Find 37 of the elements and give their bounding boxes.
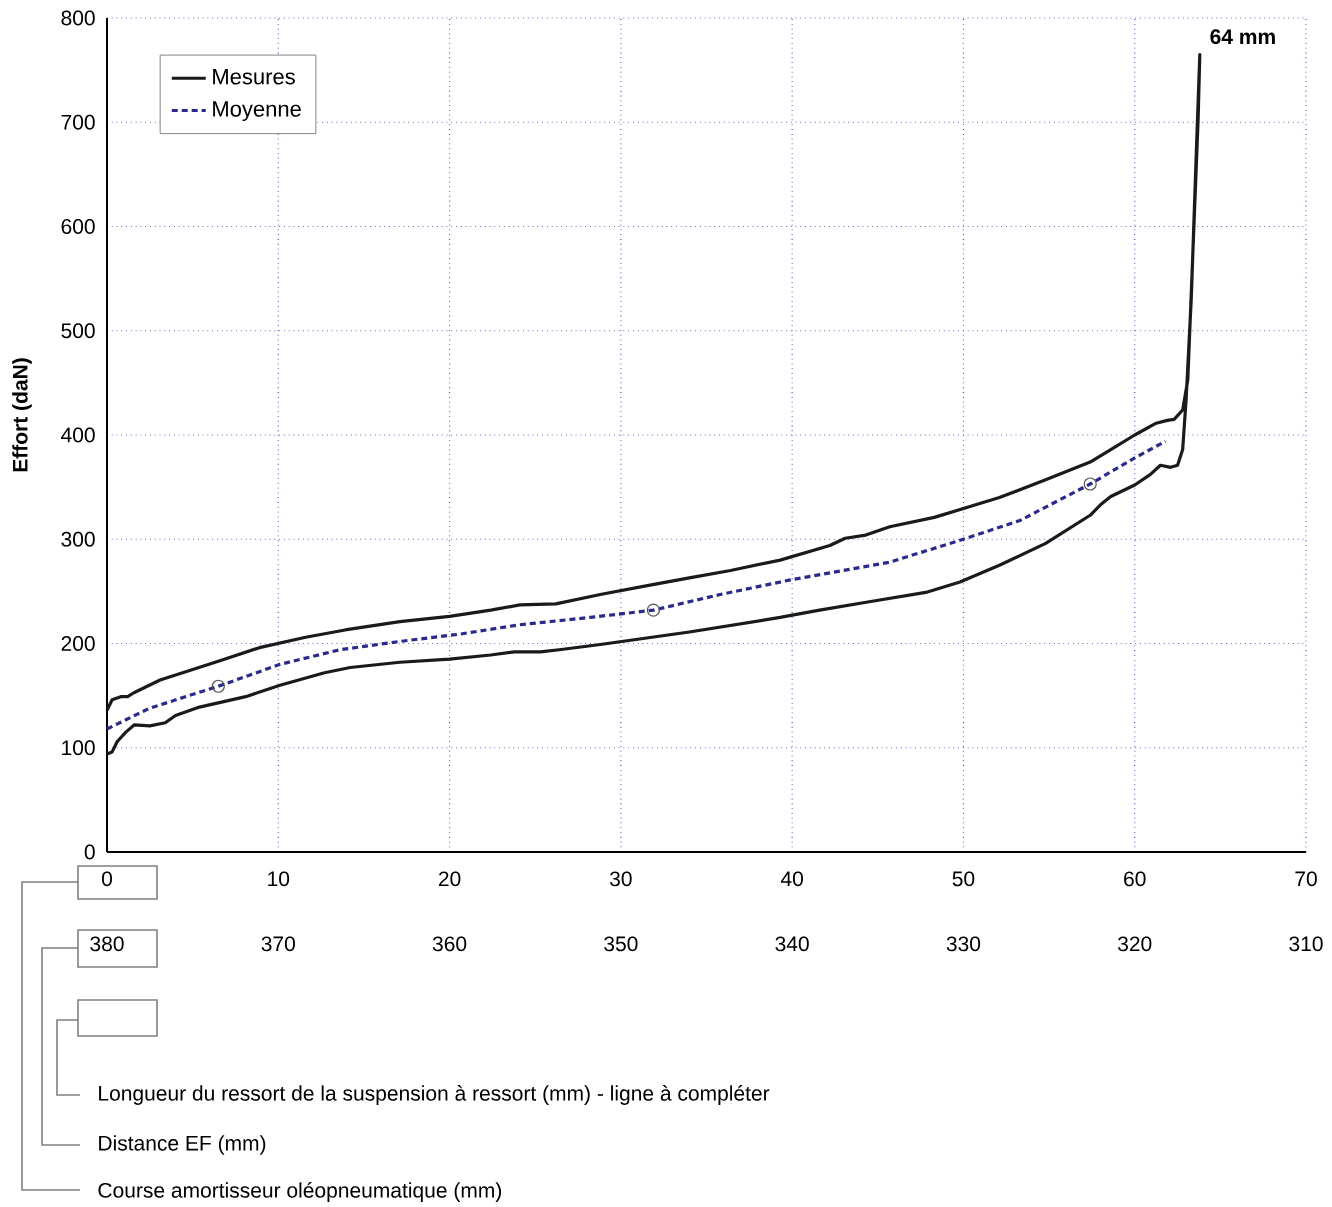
y-tick-label: 200	[61, 636, 95, 651]
text: Course amortisseur oléopneumatique (mm)	[98, 1182, 502, 1202]
point	[646, 603, 661, 617]
x-tick-label: 30	[609, 871, 632, 887]
point	[211, 679, 225, 693]
y-tick-label: 400	[61, 427, 95, 443]
y-tick-label: 800	[61, 10, 95, 26]
x-tick-label: 50	[952, 871, 975, 887]
y-tick-label: 500	[61, 323, 95, 339]
line-series	[105, 439, 1168, 731]
annotation: 64 mm	[1210, 29, 1275, 45]
x-tick-label: 70	[1295, 871, 1317, 887]
legend-label: Moyenne	[213, 101, 301, 122]
x2-tick-label: 370	[261, 936, 295, 952]
x2-tick-label: 330	[946, 936, 981, 952]
x2-tick-label: 350	[604, 936, 638, 952]
line-series	[105, 52, 1202, 756]
x-tick-label: 0	[101, 871, 112, 887]
x-tick-label: 40	[780, 871, 803, 887]
y-tick-label: 0	[84, 844, 95, 860]
x-tick-label: 20	[438, 871, 461, 887]
x2-tick-label: 310	[1289, 936, 1323, 952]
x-tick-label: 60	[1124, 871, 1146, 887]
y-tick-label: 300	[61, 531, 95, 547]
text: Longueur du ressort de la suspension à ressort (mm) - ligne à compléter	[99, 1085, 770, 1105]
x2-tick-label: 360	[432, 936, 467, 952]
x2-tick-label: 320	[1118, 936, 1152, 952]
point	[1083, 477, 1097, 491]
text: Distance EF (mm)	[99, 1135, 266, 1155]
y-tick-label: 600	[61, 219, 95, 234]
x-tick-label: 10	[268, 871, 290, 887]
y-tick-label: 100	[62, 740, 95, 756]
x2-tick-label: 340	[775, 936, 809, 952]
legend-label: Mesures	[213, 69, 295, 85]
y-tick-label: 700	[61, 114, 95, 130]
x2-tick-label: 380	[90, 936, 124, 952]
y-axis-title: Effort (daN)	[12, 358, 32, 472]
